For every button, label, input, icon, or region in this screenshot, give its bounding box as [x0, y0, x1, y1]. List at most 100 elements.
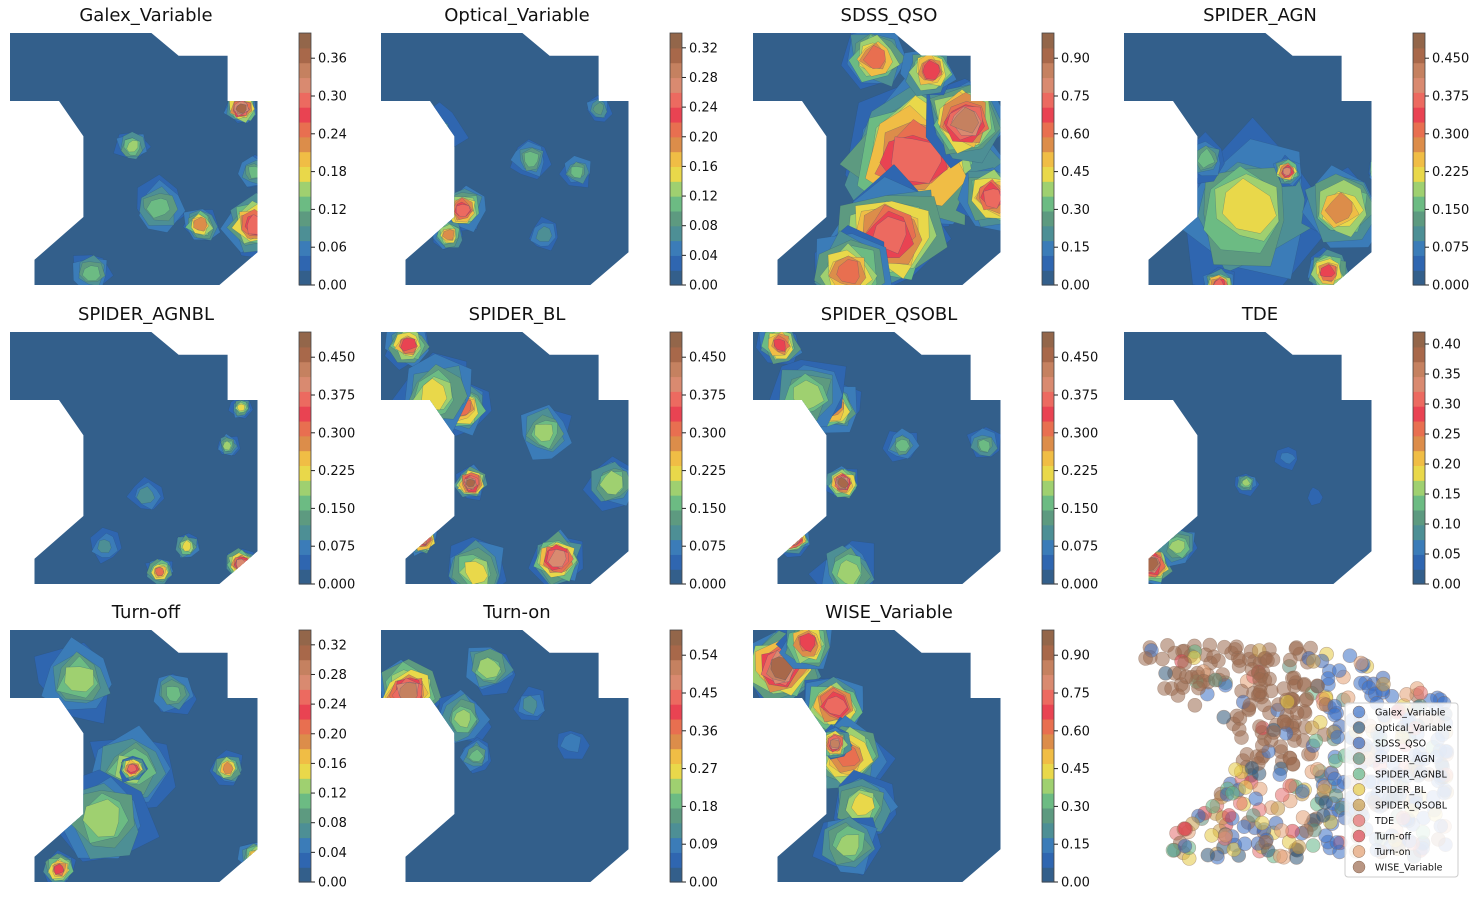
panel-title: Optical_Variable: [444, 5, 590, 26]
colorbar-segment: [1042, 539, 1054, 555]
colorbar: 0.000 0.075 0.150 0.225 0.300 0.375 0.450: [669, 331, 726, 593]
colorbar-tick-label: 0.20: [689, 130, 718, 145]
scatter-point: [1216, 709, 1232, 725]
colorbar-segment: [1042, 406, 1054, 422]
colorbar-segment: [299, 406, 311, 422]
panel-title: WISE_Variable: [825, 602, 953, 623]
contour-level: [248, 166, 258, 179]
colorbar-segment: [670, 435, 682, 452]
colorbar-segment: [1413, 495, 1425, 511]
contour-level: [949, 107, 979, 134]
contour-level: [522, 695, 538, 715]
colorbar-tick-label: 0.075: [689, 540, 726, 555]
colorbar-segment: [670, 674, 682, 690]
colorbar: 0.00 0.15 0.30 0.45 0.60 0.75 0.90: [1041, 629, 1090, 891]
contour-level: [1282, 167, 1291, 176]
colorbar-tick-label: 0.150: [1432, 203, 1469, 218]
scatter-point: [1221, 808, 1237, 823]
colorbar-segment: [1042, 524, 1054, 541]
scatter-point: [1164, 681, 1179, 696]
colorbar-segment: [670, 718, 682, 735]
colorbar-segment: [670, 793, 682, 809]
colorbar-tick-label: 0.000: [1061, 578, 1098, 593]
panel-title: Turn-on: [483, 602, 551, 623]
contour-level: [64, 666, 95, 692]
legend-marker: [1352, 860, 1366, 874]
scatter-point: [1353, 655, 1369, 671]
legend-marker: [1352, 736, 1366, 750]
colorbar-segment: [670, 121, 682, 138]
colorbar-segment: [1413, 406, 1425, 422]
scatter-point: [1205, 799, 1221, 814]
legend-entry: Turn-on: [1374, 847, 1411, 858]
legend-marker: [1352, 705, 1366, 719]
scatter-point: [1295, 784, 1310, 799]
colorbar-tick-label: 0.20: [1432, 458, 1461, 473]
colorbar-tick-label: 0.12: [689, 190, 718, 205]
scatter-point: [1328, 788, 1344, 804]
colorbar-segment: [1413, 107, 1425, 123]
colorbar-segment: [670, 240, 682, 256]
scatter-point: [1330, 729, 1345, 745]
colorbar-tick-label: 0.12: [318, 203, 347, 218]
colorbar-segment: [1042, 450, 1054, 467]
contour-level: [1369, 158, 1372, 184]
colorbar-frame: [1041, 32, 1055, 286]
colorbar-segment: [670, 495, 682, 511]
legend-entry: SPIDER_AGN: [1375, 754, 1435, 765]
colorbar-segment: [1413, 210, 1425, 227]
som-panel: [10, 332, 258, 584]
colorbar-tick-label: 0.15: [1432, 488, 1461, 503]
colorbar-segment: [1042, 270, 1054, 286]
colorbar-segment: [1042, 62, 1054, 79]
colorbar-segment: [1042, 77, 1054, 93]
colorbar-segment: [670, 270, 682, 286]
contour-level: [400, 337, 417, 352]
colorbar: 0.00 0.04 0.08 0.12 0.16 0.20 0.24 0.28 0.32: [669, 32, 718, 294]
colorbar-frame: [1412, 331, 1426, 585]
colorbar-segment: [299, 77, 311, 93]
legend-marker: [1352, 829, 1366, 843]
colorbar-tick-label: 0.000: [689, 578, 726, 593]
colorbar-tick-label: 0.000: [318, 578, 355, 593]
colorbar-tick-label: 0.150: [689, 502, 726, 517]
colorbar-segment: [299, 837, 311, 853]
contour-level: [246, 213, 258, 235]
scatter-point: [1310, 762, 1325, 777]
colorbar: 0.00 0.09 0.18 0.27 0.36 0.45 0.54: [669, 629, 718, 891]
scatter-point: [1296, 677, 1312, 693]
colorbar-segment: [1042, 704, 1054, 720]
colorbar-segment: [1042, 255, 1054, 271]
colorbar-segment: [299, 450, 311, 467]
scatter-point: [1177, 821, 1192, 836]
colorbar-segment: [1413, 346, 1425, 363]
colorbar-segment: [1413, 376, 1425, 392]
colorbar-tick-label: 0.60: [1061, 724, 1090, 739]
panel-title: SPIDER_BL: [468, 304, 566, 325]
legend-entry: SDSS_QSO: [1375, 739, 1426, 750]
colorbar-segment: [1413, 361, 1425, 378]
scatter-point: [1291, 839, 1307, 855]
scatter-point: [1289, 705, 1305, 721]
contour-level: [1279, 452, 1296, 465]
contour-level: [182, 540, 192, 552]
contour-level: [1222, 178, 1277, 234]
scatter-point: [1320, 671, 1336, 686]
colorbar-frame: [669, 32, 683, 286]
contour-level: [464, 561, 489, 584]
colorbar-frame: [298, 331, 312, 585]
contour-level: [456, 204, 471, 217]
scatter-point: [1305, 838, 1321, 853]
contour-level: [570, 166, 584, 179]
colorbar-tick-label: 0.450: [1061, 351, 1098, 366]
colorbar-tick-label: 0.12: [318, 787, 347, 802]
som-panel: [10, 630, 258, 882]
colorbar-segment: [299, 240, 311, 256]
colorbar-segment: [1413, 450, 1425, 467]
som-panel: [753, 33, 1001, 285]
scatter-point: [1329, 835, 1345, 850]
colorbar-tick-label: 0.450: [1432, 52, 1469, 67]
colorbar-segment: [670, 867, 682, 883]
colorbar-segment: [670, 166, 682, 182]
contour-level: [799, 632, 816, 653]
